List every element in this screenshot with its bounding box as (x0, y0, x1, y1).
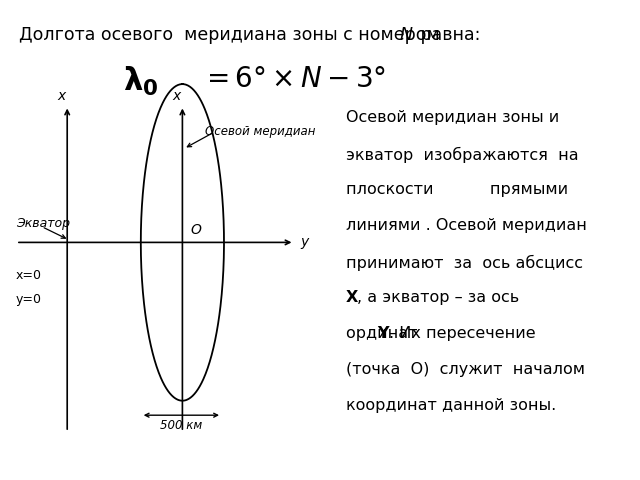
Text: Экватор: Экватор (16, 217, 70, 230)
Text: N: N (400, 26, 413, 45)
Text: 500 км: 500 км (160, 419, 202, 432)
Text: принимают  за  ось абсцисс: принимают за ось абсцисс (346, 254, 582, 271)
Text: x: x (173, 89, 181, 103)
Text: . Их пересечение: . Их пересечение (389, 326, 536, 341)
Text: O: O (190, 223, 201, 237)
Text: X: X (346, 290, 358, 305)
Text: (точка  O)  служит  началом: (точка O) служит началом (346, 362, 584, 377)
Text: y=0: y=0 (16, 293, 42, 306)
Text: $= 6° \times N - 3°$: $= 6° \times N - 3°$ (192, 65, 386, 93)
Text: , а экватор – за ось: , а экватор – за ось (357, 290, 520, 305)
Text: x: x (58, 89, 66, 103)
Text: Долгота осевого  меридиана зоны с номером: Долгота осевого меридиана зоны с номером (19, 26, 445, 45)
Text: координат данной зоны.: координат данной зоны. (346, 398, 556, 413)
Text: равна:: равна: (415, 26, 480, 45)
Text: Y: Y (378, 326, 389, 341)
Text: y: y (301, 235, 309, 250)
Text: $\mathbf{\lambda_0}$: $\mathbf{\lambda_0}$ (123, 65, 159, 98)
Text: ординат: ординат (346, 326, 422, 341)
Text: Осевой меридиан: Осевой меридиан (205, 125, 315, 138)
Text: экватор  изображаются  на: экватор изображаются на (346, 146, 578, 163)
Text: плоскости           прямыми: плоскости прямыми (346, 182, 568, 197)
Text: x=0: x=0 (16, 269, 42, 282)
Text: линиями . Осевой меридиан: линиями . Осевой меридиан (346, 218, 586, 233)
Text: Осевой меридиан зоны и: Осевой меридиан зоны и (346, 110, 559, 125)
